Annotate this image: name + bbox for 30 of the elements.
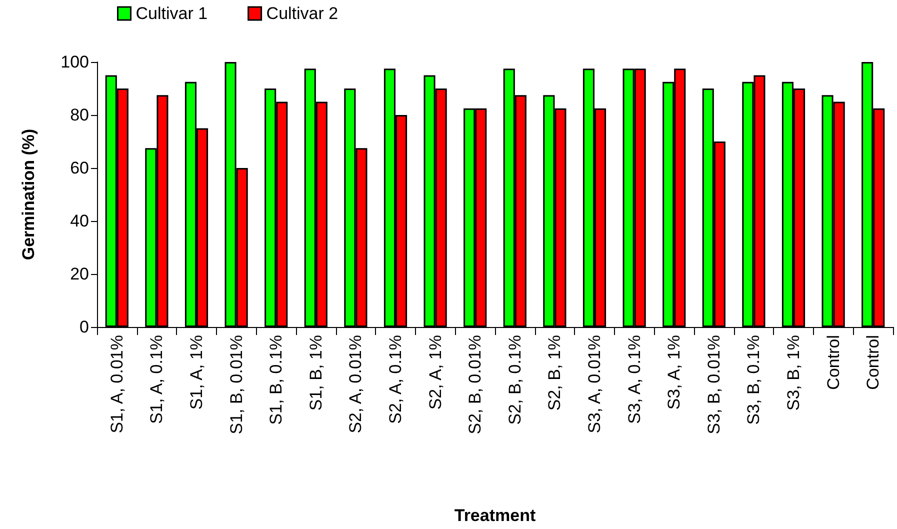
x-tick-label: S1, B, 0.01% — [226, 335, 246, 434]
x-tick-label: S3, B, 1% — [784, 335, 803, 411]
x-tick-label: S3, B, 0.01% — [704, 335, 724, 434]
x-tick-label: S1, B, 0.1% — [266, 335, 286, 425]
y-tick-label: 60 — [70, 158, 89, 178]
legend-label: Cultivar 1 — [136, 4, 208, 23]
x-tick-label: S3, A, 1% — [664, 335, 684, 410]
x-tick-label: S2, B, 0.1% — [505, 335, 524, 425]
x-tick-label: S3, A, 0.1% — [624, 335, 644, 424]
x-tick-label: Control — [824, 335, 843, 390]
x-tick-label: S1, A, 0.1% — [147, 335, 166, 424]
x-tick-label: S1, A, 1% — [187, 335, 206, 410]
x-tick-label: Control — [864, 335, 883, 390]
x-tick-label: S2, A, 0.1% — [386, 335, 405, 424]
x-tick-label: S2, B, 0.01% — [466, 335, 485, 434]
y-tick-label: 100 — [60, 52, 89, 72]
y-axis-title: Germination (%) — [19, 128, 38, 260]
y-tick-label: 20 — [70, 264, 89, 284]
x-tick-label: S1, A, 0.01% — [107, 335, 126, 434]
y-tick-label: 0 — [80, 318, 89, 336]
x-tick-label: S3, B, 0.1% — [744, 335, 764, 425]
y-tick-label: 40 — [70, 212, 89, 230]
x-tick-label: S2, B, 1% — [545, 335, 564, 411]
x-tick-label: S2, A, 0.01% — [346, 335, 366, 434]
x-axis-title: Treatment — [454, 506, 536, 525]
x-tick-label: S2, A, 1% — [426, 335, 445, 410]
legend-label: Cultivar 2 — [266, 4, 338, 23]
x-tick-label: S1, B, 1% — [306, 335, 326, 411]
x-tick-label: S3, A, 0.01% — [585, 335, 604, 434]
y-tick-label: 80 — [70, 106, 89, 124]
